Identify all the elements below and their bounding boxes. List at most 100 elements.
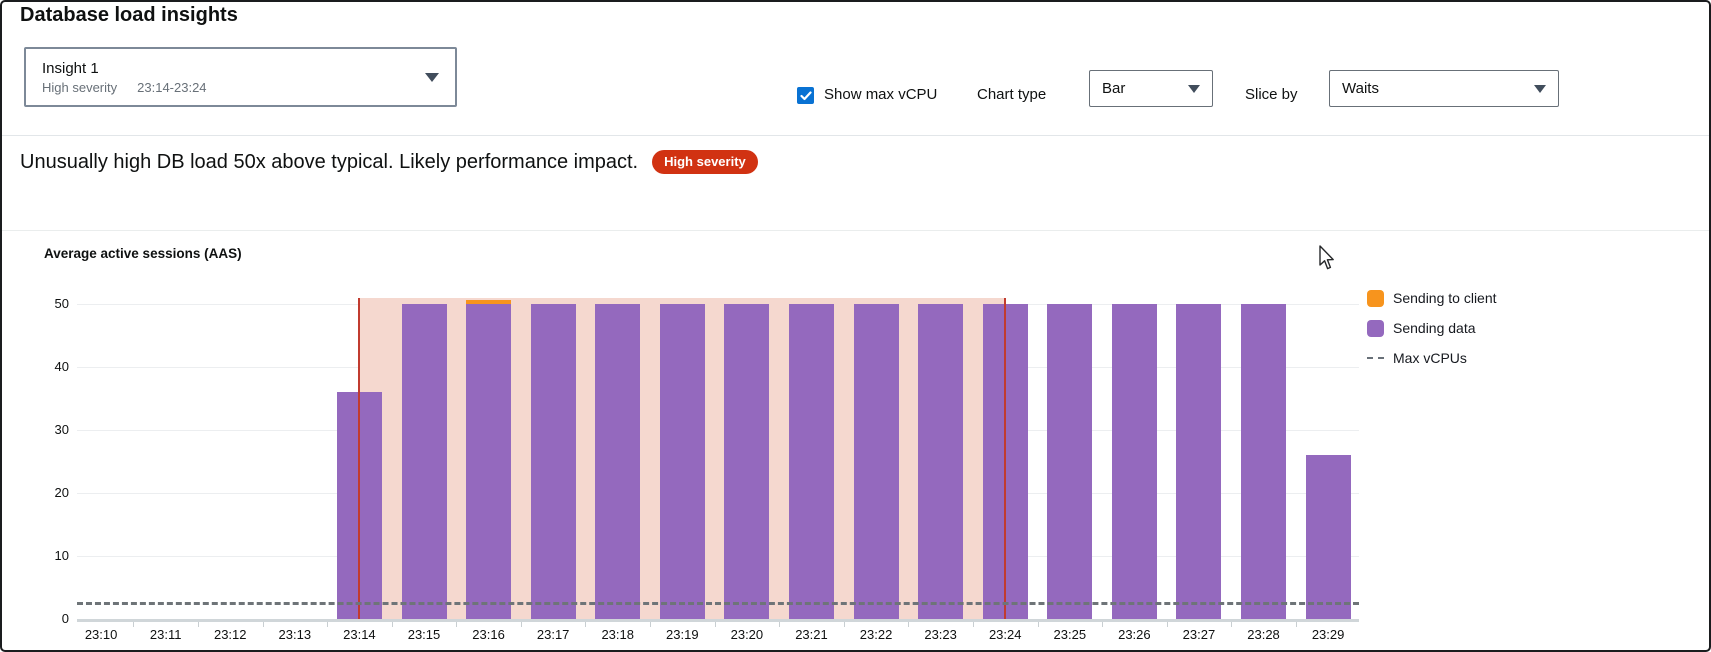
- chevron-down-icon: [1188, 84, 1200, 93]
- x-axis-label: 23:19: [666, 627, 699, 642]
- legend-item[interactable]: Sending to client: [1367, 283, 1497, 313]
- bar-sending-data[interactable]: [788, 304, 834, 619]
- bar-sending-data[interactable]: [853, 304, 899, 619]
- x-axis-label: 23:28: [1247, 627, 1280, 642]
- axis-tick: [972, 622, 974, 627]
- x-axis-label: 23:15: [407, 627, 441, 642]
- x-axis-label: 23:13: [278, 627, 312, 642]
- x-axis-label: 23:23: [924, 627, 957, 642]
- axis-tick: [1231, 622, 1233, 627]
- axis-tick: [650, 622, 652, 627]
- slice-by-dropdown[interactable]: Waits: [1329, 70, 1559, 107]
- insight-message-text: Unusually high DB load 50x above typical…: [20, 150, 639, 173]
- chart-title: Average active sessions (AAS): [44, 246, 242, 261]
- x-axis-label: 23:27: [1182, 627, 1216, 642]
- x-axis-label: 23:11: [149, 627, 182, 642]
- y-axis-label: 10: [54, 548, 69, 563]
- axis-tick: [1295, 622, 1297, 627]
- y-axis-label: 20: [54, 485, 69, 500]
- insight-boundary-line: [1004, 298, 1007, 619]
- insight-severity: High severity: [42, 79, 118, 95]
- axis-tick: [843, 622, 845, 627]
- axis-tick: [779, 622, 781, 627]
- chart-type-value: Bar: [1102, 80, 1126, 97]
- x-axis-label: 23:21: [795, 627, 828, 642]
- x-axis-label: 23:22: [859, 627, 893, 642]
- header-divider: [2, 135, 1709, 136]
- axis-tick: [714, 622, 716, 627]
- legend-item[interactable]: Max vCPUs: [1367, 343, 1497, 373]
- axis-tick: [391, 622, 393, 627]
- insight-boundary-line: [358, 298, 361, 619]
- sending-to-client-swatch-icon: [1367, 289, 1384, 307]
- y-axis-label: 40: [54, 359, 69, 374]
- max-vcpus-dash-icon: [1367, 357, 1384, 359]
- chart-type-dropdown[interactable]: Bar: [1089, 70, 1213, 107]
- axis-tick: [1166, 622, 1168, 627]
- x-axis-label: 23:17: [536, 627, 570, 642]
- insight-message-row: Unusually high DB load 50x above typical…: [20, 150, 758, 174]
- legend-label: Sending data: [1393, 320, 1476, 336]
- x-axis-label: 23:10: [84, 627, 118, 642]
- x-axis-label: 23:25: [1053, 627, 1087, 642]
- axis-tick: [197, 622, 199, 627]
- bar-sending-data[interactable]: [918, 304, 964, 619]
- bar-sending-data[interactable]: [1305, 455, 1351, 619]
- x-axis-line: [77, 619, 1359, 622]
- insight-selector-text: Insight 1 High severity 23:14-23:24: [42, 60, 207, 95]
- insight-selector-dropdown[interactable]: Insight 1 High severity 23:14-23:24: [24, 47, 457, 107]
- x-axis-label: 23:20: [730, 627, 764, 642]
- bar-sending-to-client[interactable]: [466, 299, 512, 304]
- show-max-vcpu-checkbox[interactable]: [797, 87, 814, 104]
- bar-sending-data[interactable]: [724, 304, 770, 619]
- legend-label: Max vCPUs: [1393, 350, 1467, 366]
- bar-sending-data[interactable]: [659, 304, 705, 619]
- axis-tick: [262, 622, 264, 627]
- axis-tick: [456, 622, 458, 627]
- bar-sending-data[interactable]: [1241, 304, 1287, 619]
- x-axis-label: 23:14: [343, 627, 376, 642]
- bar-sending-data[interactable]: [1176, 304, 1222, 619]
- slice-by-label: Slice by: [1245, 86, 1298, 103]
- y-axis-label: 0: [61, 611, 69, 626]
- page-title: Database load insights: [20, 4, 238, 26]
- chart-type-label: Chart type: [977, 86, 1047, 103]
- bar-sending-data[interactable]: [401, 304, 447, 619]
- y-axis-label: 50: [54, 296, 69, 311]
- x-axis-label: 23:29: [1311, 627, 1345, 642]
- insight-name: Insight 1: [42, 59, 99, 77]
- y-axis-label: 30: [54, 422, 69, 437]
- checkmark-icon: [799, 90, 812, 100]
- chevron-down-icon: [1534, 84, 1546, 93]
- insight-time-range: 23:14-23:24: [137, 79, 207, 95]
- bar-sending-data[interactable]: [1047, 304, 1093, 619]
- x-axis-label: 23:26: [1118, 627, 1151, 642]
- axis-tick: [908, 622, 910, 627]
- legend-label: Sending to client: [1393, 290, 1497, 306]
- axis-tick: [1037, 622, 1039, 627]
- sending-data-swatch-icon: [1367, 319, 1384, 337]
- section-divider: [2, 230, 1709, 231]
- high-severity-badge: High severity: [652, 150, 758, 174]
- axis-tick: [520, 622, 522, 627]
- bar-sending-data[interactable]: [1111, 304, 1157, 619]
- axis-tick: [585, 622, 587, 627]
- axis-tick: [1102, 622, 1104, 627]
- x-axis-label: 23:12: [213, 627, 247, 642]
- x-axis-label: 23:16: [472, 627, 505, 642]
- bar-sending-data[interactable]: [466, 304, 512, 619]
- x-axis-label: 23:18: [601, 627, 634, 642]
- show-max-vcpu-label: Show max vCPU: [824, 86, 938, 103]
- bar-sending-data[interactable]: [595, 304, 641, 619]
- bar-sending-data[interactable]: [530, 304, 576, 619]
- chevron-down-icon: [425, 72, 439, 82]
- chart-legend: Sending to client Sending data Max vCPUs: [1367, 283, 1497, 373]
- mouse-cursor-icon: [1319, 245, 1334, 270]
- legend-item[interactable]: Sending data: [1367, 313, 1497, 343]
- axis-tick: [327, 622, 329, 627]
- axis-tick: [133, 622, 135, 627]
- slice-by-value: Waits: [1342, 80, 1379, 97]
- max-vcpu-line: [77, 602, 1359, 606]
- x-axis-label: 23:24: [988, 627, 1022, 642]
